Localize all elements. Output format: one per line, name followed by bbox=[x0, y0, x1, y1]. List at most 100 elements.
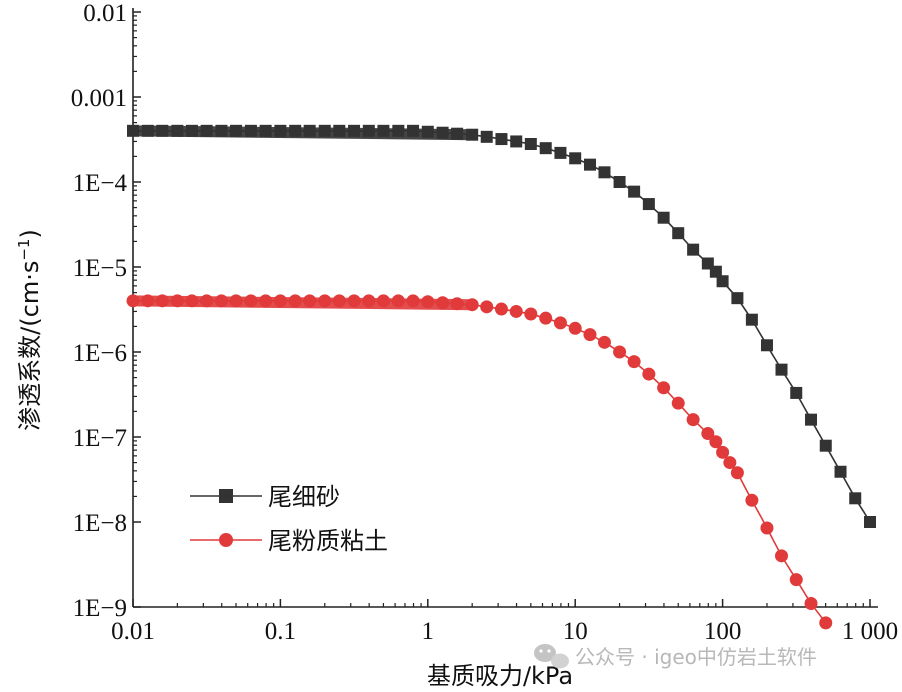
data-point-1-8 bbox=[244, 294, 258, 308]
y-axis-title-main: 渗透系数/(cm·s bbox=[16, 261, 44, 431]
y-tick-label: 1E−8 bbox=[73, 510, 127, 537]
data-point-0-4 bbox=[185, 124, 198, 137]
data-point-1-32 bbox=[597, 335, 611, 349]
y-tick-label: 0.01 bbox=[83, 0, 127, 27]
data-point-0-29 bbox=[554, 146, 567, 159]
data-point-0-37 bbox=[672, 227, 685, 240]
y-axis-title: 渗透系数/(cm·s−1) bbox=[15, 229, 44, 431]
data-point-0-22 bbox=[451, 127, 464, 140]
data-point-1-2 bbox=[155, 294, 169, 308]
data-point-0-16 bbox=[362, 124, 375, 137]
data-point-1-1 bbox=[141, 294, 155, 308]
data-point-1-45 bbox=[760, 521, 774, 535]
data-point-0-45 bbox=[775, 363, 788, 376]
data-point-1-20 bbox=[421, 295, 435, 309]
data-point-0-7 bbox=[230, 124, 243, 137]
data-point-1-43 bbox=[730, 466, 744, 480]
x-tick-label: 1 bbox=[422, 618, 435, 645]
data-point-0-14 bbox=[333, 124, 346, 137]
data-point-1-46 bbox=[775, 549, 789, 563]
data-point-1-19 bbox=[406, 294, 420, 308]
legend-entry-1: 尾粉质粘土 bbox=[190, 527, 388, 555]
data-point-0-44 bbox=[760, 339, 773, 352]
data-point-0-18 bbox=[392, 124, 405, 137]
data-point-0-11 bbox=[289, 124, 302, 137]
data-point-1-41 bbox=[716, 445, 730, 459]
data-point-0-30 bbox=[569, 152, 582, 165]
data-point-0-20 bbox=[421, 125, 434, 138]
data-point-0-33 bbox=[613, 176, 626, 188]
data-point-0-34 bbox=[628, 185, 641, 198]
data-point-1-22 bbox=[450, 297, 464, 311]
data-point-0-26 bbox=[510, 135, 523, 148]
data-point-1-12 bbox=[303, 294, 317, 308]
wechat-icon bbox=[534, 644, 569, 669]
data-point-1-36 bbox=[657, 381, 671, 395]
data-point-0-40 bbox=[709, 265, 722, 278]
legend-label-0: 尾细砂 bbox=[268, 483, 340, 511]
data-point-1-11 bbox=[288, 294, 302, 308]
watermark: 公众号 · igeo中仿岩土软件 bbox=[534, 644, 817, 669]
series-layer bbox=[126, 124, 876, 630]
data-point-0-24 bbox=[480, 130, 493, 143]
data-point-1-5 bbox=[200, 294, 214, 308]
data-point-1-37 bbox=[671, 396, 685, 410]
data-point-1-7 bbox=[229, 294, 243, 308]
data-point-0-25 bbox=[495, 133, 508, 146]
legend: 尾细砂 尾粉质粘土 bbox=[190, 483, 388, 555]
y-tick-label: 0.001 bbox=[71, 85, 127, 112]
data-point-1-38 bbox=[686, 413, 700, 427]
data-point-1-6 bbox=[214, 294, 228, 308]
data-point-0-5 bbox=[200, 124, 213, 137]
y-tick-label: 1E−7 bbox=[73, 425, 127, 452]
data-point-1-31 bbox=[583, 328, 597, 342]
data-point-0-2 bbox=[156, 124, 169, 137]
x-tick-label: 0.01 bbox=[111, 618, 155, 645]
data-point-0-35 bbox=[642, 198, 655, 211]
data-point-1-9 bbox=[259, 294, 273, 308]
data-point-0-10 bbox=[274, 124, 287, 137]
series-line-1 bbox=[133, 299, 827, 624]
data-point-0-49 bbox=[834, 465, 847, 478]
data-point-0-32 bbox=[598, 166, 611, 179]
data-point-0-38 bbox=[687, 243, 700, 256]
data-point-0-43 bbox=[745, 313, 758, 326]
data-point-1-4 bbox=[185, 294, 199, 308]
data-point-0-47 bbox=[805, 413, 818, 426]
data-point-1-16 bbox=[362, 294, 376, 308]
data-point-0-42 bbox=[731, 292, 744, 305]
data-point-0-1 bbox=[141, 124, 154, 137]
data-point-1-3 bbox=[170, 294, 184, 308]
data-point-0-46 bbox=[790, 386, 803, 399]
series-plateau-band-0 bbox=[127, 125, 478, 141]
data-point-0-31 bbox=[583, 158, 596, 171]
data-point-0-6 bbox=[215, 124, 228, 137]
data-point-1-13 bbox=[318, 294, 332, 308]
data-point-1-24 bbox=[480, 300, 494, 314]
data-point-1-17 bbox=[376, 294, 390, 308]
data-point-1-30 bbox=[568, 321, 582, 335]
data-point-1-25 bbox=[494, 302, 508, 316]
legend-entry-0: 尾细砂 bbox=[190, 483, 340, 511]
y-axis-ticks: 0.01 0.001 1E−4 1E−5 1E−6 1E−7 1E−8 1E−9 bbox=[71, 0, 141, 622]
data-point-0-23 bbox=[466, 128, 479, 141]
x-axis-title: 基质吸力/kPa bbox=[427, 662, 573, 690]
data-point-1-15 bbox=[347, 294, 361, 308]
data-point-1-18 bbox=[391, 294, 405, 308]
data-point-0-0 bbox=[127, 124, 139, 137]
data-point-1-33 bbox=[613, 345, 627, 359]
legend-label-1: 尾粉质粘土 bbox=[268, 527, 388, 555]
x-tick-label: 10 bbox=[563, 618, 588, 645]
data-point-0-15 bbox=[348, 124, 361, 137]
data-point-1-47 bbox=[789, 573, 803, 587]
y-tick-label: 1E−4 bbox=[73, 170, 128, 197]
data-point-1-42 bbox=[723, 456, 737, 470]
data-point-1-23 bbox=[465, 298, 479, 312]
data-point-0-21 bbox=[436, 126, 449, 139]
data-point-0-41 bbox=[716, 275, 729, 288]
watermark-text: 公众号 · igeo中仿岩土软件 bbox=[575, 645, 817, 669]
x-tick-label: 0.1 bbox=[265, 618, 296, 645]
data-point-1-26 bbox=[509, 304, 523, 318]
x-tick-label: 100 bbox=[704, 618, 742, 645]
data-point-0-36 bbox=[657, 211, 670, 224]
